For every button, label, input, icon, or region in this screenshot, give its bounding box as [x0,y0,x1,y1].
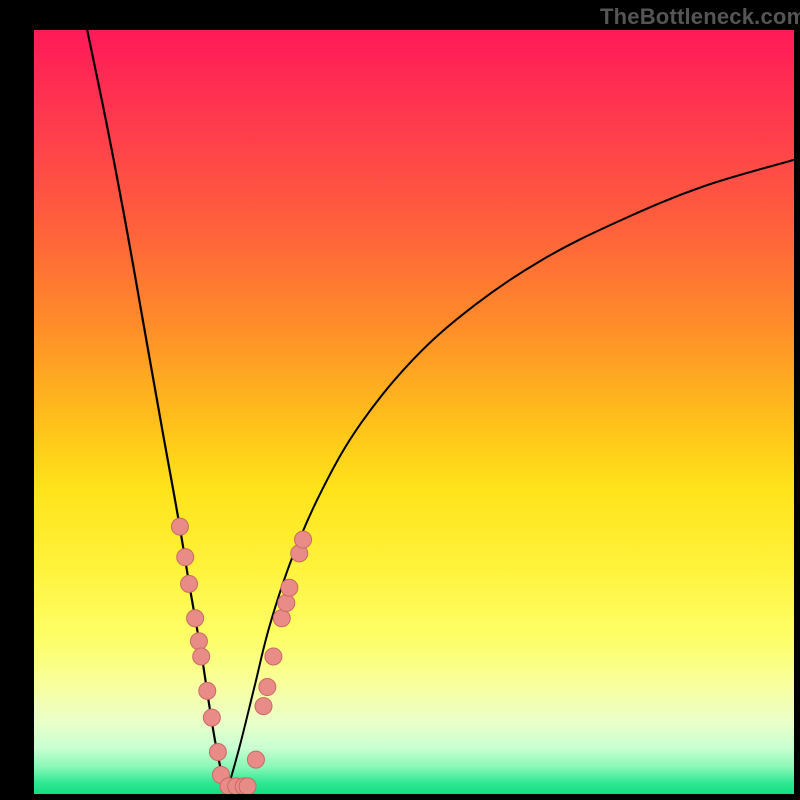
gradient-background [34,30,794,794]
chart-canvas: TheBottleneck.com [0,0,800,800]
watermark-text: TheBottleneck.com [600,4,800,30]
plot-area [34,30,794,794]
